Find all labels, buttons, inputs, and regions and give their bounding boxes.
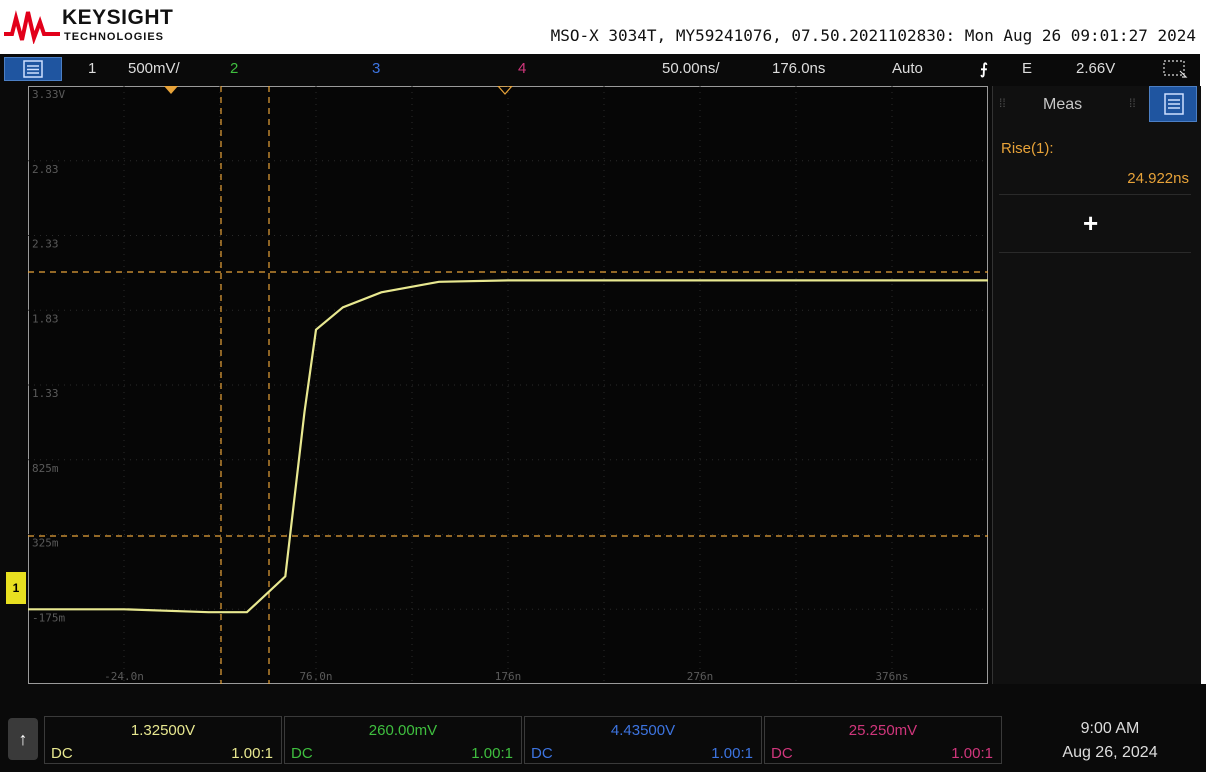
- rising-edge-icon[interactable]: ⨍: [980, 61, 988, 78]
- meas-title[interactable]: Meas: [1043, 96, 1083, 113]
- y-axis-label: 2.33: [32, 238, 59, 251]
- meas-menu-button[interactable]: [1149, 86, 1197, 122]
- ch3-offset: 4.43500V: [610, 722, 676, 739]
- logo-wordmark: KEYSIGHT: [62, 6, 174, 29]
- ch1-waveform: [28, 279, 988, 614]
- ch3-coupling: DC: [531, 745, 553, 762]
- ch1-number[interactable]: 1: [88, 60, 97, 77]
- meas-rise-label[interactable]: Rise(1):: [1001, 140, 1054, 157]
- ch1-info-box[interactable]: 1.32500V DC 1.00:1: [44, 716, 282, 764]
- instrument-info: MSO-X 3034T, MY59241076, 07.50.202110283…: [550, 26, 1196, 45]
- ch4-info-box[interactable]: 25.250mV DC 1.00:1: [764, 716, 1002, 764]
- ch4-offset: 25.250mV: [848, 722, 918, 739]
- x-axis-label: 376ns: [875, 670, 908, 683]
- ch1-probe: 1.00:1: [231, 745, 273, 762]
- ch4-probe: 1.00:1: [951, 745, 993, 762]
- drag-handle-icon[interactable]: ⁞⁞: [1129, 96, 1136, 110]
- ch3-probe: 1.00:1: [711, 745, 753, 762]
- waveform-grid[interactable]: 3.33V 2.83 2.33 1.83 1.33 825m 325m -175m -24.0…: [28, 86, 988, 684]
- trigger-level[interactable]: 2.66V: [1076, 60, 1116, 77]
- menu-icon: [23, 60, 43, 78]
- bottom-bar: ↑ 1.32500V DC 1.00:1 260.00mV DC 1.00:1 …: [0, 684, 1206, 772]
- trigger-coupling[interactable]: E: [1022, 60, 1033, 77]
- ch1-scale[interactable]: 500mV/: [128, 60, 180, 77]
- ch1-coupling: DC: [51, 745, 73, 762]
- ch4-coupling: DC: [771, 745, 793, 762]
- y-axis-label: 325m: [32, 537, 59, 550]
- logo-subtext: TECHNOLOGIES: [64, 31, 165, 43]
- y-axis-label: 1.33: [32, 387, 59, 400]
- waveform-display: 3.33V 2.83 2.33 1.83 1.33 825m 325m -175m -24.0…: [28, 86, 988, 684]
- ch2-offset: 260.00mV: [368, 722, 438, 739]
- screen-select-icon[interactable]: [1162, 59, 1188, 79]
- ch3-info-box[interactable]: 4.43500V DC 1.00:1: [524, 716, 762, 764]
- divider: [999, 252, 1191, 253]
- ch2-number[interactable]: 2: [230, 60, 239, 77]
- ch2-probe: 1.00:1: [471, 745, 513, 762]
- measurement-panel: ⁞⁞ Meas ⁞⁞ Rise(1): 24.922ns +: [992, 86, 1201, 684]
- main-menu-button[interactable]: [4, 57, 62, 81]
- ch2-info-box[interactable]: 260.00mV DC 1.00:1: [284, 716, 522, 764]
- ch1-ground-marker[interactable]: 1: [6, 572, 26, 604]
- trigger-mode[interactable]: Auto: [892, 60, 923, 77]
- divider: [999, 194, 1191, 195]
- x-axis-label: 76.0n: [299, 670, 332, 683]
- add-measurement-button[interactable]: +: [1083, 208, 1099, 238]
- clock-date: Aug 26, 2024: [1062, 744, 1158, 761]
- time-delay[interactable]: 176.0ns: [772, 60, 826, 77]
- ch4-number[interactable]: 4: [518, 60, 527, 77]
- y-axis-label: 2.83: [32, 163, 59, 176]
- timebase-scale[interactable]: 50.00ns/: [662, 60, 720, 77]
- ch1-offset: 1.32500V: [130, 722, 196, 739]
- y-axis-label: -175m: [32, 611, 65, 624]
- x-axis-label: 276n: [687, 670, 714, 683]
- keysight-logo-icon: [4, 10, 60, 44]
- ch2-coupling: DC: [291, 745, 313, 762]
- meas-rise-value: 24.922ns: [1127, 170, 1189, 187]
- trigger-position-marker[interactable]: [164, 86, 178, 94]
- y-axis-label: 3.33V: [32, 88, 65, 101]
- x-axis-label: 176n: [495, 670, 522, 683]
- drag-handle-icon[interactable]: ⁞⁞: [999, 96, 1006, 110]
- up-arrow-icon[interactable]: ↑: [8, 718, 38, 760]
- time-reference-marker[interactable]: [497, 86, 513, 95]
- y-axis-label: 1.83: [32, 312, 59, 325]
- y-axis-label: 825m: [32, 462, 59, 475]
- ch3-number[interactable]: 3: [372, 60, 381, 77]
- top-control-bar: 1 500mV/ 2 3 4 50.00ns/ 176.0ns Auto ⨍ E…: [0, 54, 1200, 84]
- clock-time: 9:00 AM: [1080, 720, 1140, 737]
- x-axis-label: -24.0n: [104, 670, 144, 683]
- list-icon: [1164, 93, 1184, 115]
